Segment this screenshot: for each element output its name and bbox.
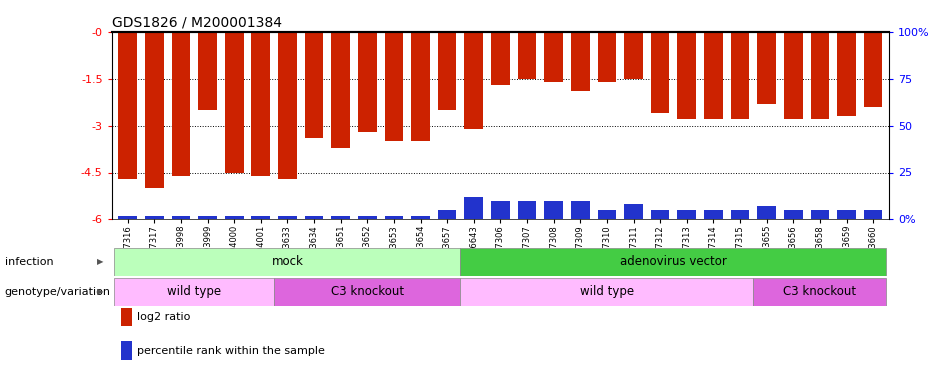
Text: mock: mock — [272, 255, 304, 268]
Bar — [757, 32, 776, 104]
Bar — [385, 32, 403, 141]
Bar — [731, 210, 749, 219]
Bar — [811, 32, 830, 119]
Bar — [757, 206, 776, 219]
Text: wild type: wild type — [580, 285, 634, 298]
Bar — [251, 216, 270, 219]
Bar — [115, 278, 274, 306]
Text: adenovirus vector: adenovirus vector — [620, 255, 727, 268]
Bar — [571, 201, 589, 219]
Bar — [412, 216, 430, 219]
Bar — [624, 32, 642, 79]
Bar — [225, 216, 244, 219]
Bar — [545, 201, 563, 219]
Bar — [678, 32, 696, 119]
Bar — [171, 216, 190, 219]
Bar — [461, 248, 886, 276]
Bar — [651, 210, 669, 219]
Bar — [837, 32, 856, 116]
Text: ▶: ▶ — [98, 257, 103, 266]
Text: log2 ratio: log2 ratio — [137, 312, 190, 322]
Bar — [465, 32, 483, 129]
Bar — [491, 32, 510, 85]
Bar — [491, 201, 510, 219]
Bar — [598, 210, 616, 219]
Bar — [145, 32, 164, 188]
Bar — [278, 32, 297, 179]
Bar — [331, 32, 350, 147]
Bar — [438, 210, 456, 219]
Bar — [651, 32, 669, 113]
Bar — [704, 32, 722, 119]
Bar — [465, 197, 483, 219]
Text: infection: infection — [5, 257, 53, 267]
Text: genotype/variation: genotype/variation — [5, 287, 111, 297]
Bar — [304, 216, 323, 219]
Bar — [118, 32, 137, 179]
Text: C3 knockout: C3 knockout — [783, 285, 857, 298]
Bar — [678, 210, 696, 219]
Bar — [704, 210, 722, 219]
Bar — [358, 32, 377, 132]
Bar — [864, 32, 883, 107]
Bar — [385, 216, 403, 219]
Bar — [461, 278, 753, 306]
Bar — [784, 210, 803, 219]
Bar — [624, 204, 642, 219]
Bar — [198, 216, 217, 219]
Bar — [118, 216, 137, 219]
Bar — [251, 32, 270, 176]
Text: ▶: ▶ — [98, 287, 103, 296]
Bar — [811, 210, 830, 219]
Bar — [438, 32, 456, 110]
Bar — [545, 32, 563, 82]
Bar — [198, 32, 217, 110]
Bar — [225, 32, 244, 172]
Bar — [358, 216, 377, 219]
Bar — [304, 32, 323, 138]
Bar — [115, 248, 461, 276]
Text: C3 knockout: C3 knockout — [331, 285, 404, 298]
Bar — [278, 216, 297, 219]
Bar — [518, 201, 536, 219]
Text: wild type: wild type — [168, 285, 222, 298]
Bar — [837, 210, 856, 219]
Text: GDS1826 / M200001384: GDS1826 / M200001384 — [112, 15, 282, 29]
Bar — [598, 32, 616, 82]
Bar — [784, 32, 803, 119]
Bar — [145, 216, 164, 219]
Bar — [274, 278, 461, 306]
Bar — [571, 32, 589, 91]
Bar — [171, 32, 190, 176]
Bar — [864, 210, 883, 219]
Bar — [753, 278, 886, 306]
Bar — [518, 32, 536, 79]
Text: percentile rank within the sample: percentile rank within the sample — [137, 346, 325, 355]
Bar — [412, 32, 430, 141]
Bar — [731, 32, 749, 119]
Bar — [331, 216, 350, 219]
